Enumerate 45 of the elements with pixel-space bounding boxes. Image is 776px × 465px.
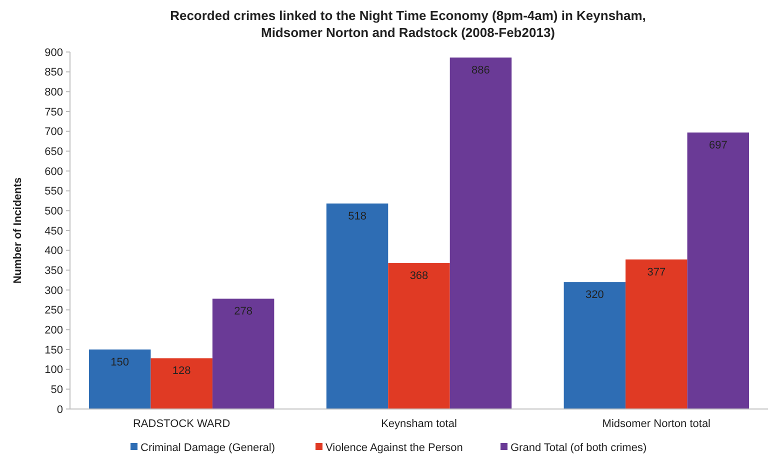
data-label: 377 xyxy=(647,266,666,278)
data-label: 128 xyxy=(172,365,191,378)
y-tick-label: 750 xyxy=(44,106,63,118)
x-tick-label: Keynsham total xyxy=(381,418,457,430)
y-tick-label: 700 xyxy=(44,126,63,138)
bar xyxy=(450,58,512,409)
data-label: 697 xyxy=(708,140,728,152)
data-label: 320 xyxy=(586,289,604,302)
bar xyxy=(687,132,750,409)
y-tick-label: 450 xyxy=(44,225,63,238)
legend-label: Criminal Damage (General) xyxy=(140,442,275,454)
chart-title: Recorded crimes linked to the Night Time Economy (8pm-4am) in Keynsham, Midsomer Norton and Radstock (2008-Feb2013) xyxy=(170,8,646,40)
y-tick-label: 350 xyxy=(44,265,63,278)
y-tick-label: 600 xyxy=(44,166,63,178)
y-tick-label: 0 xyxy=(56,404,63,416)
bar xyxy=(564,282,626,409)
y-tick-label: 500 xyxy=(44,206,63,218)
y-tick-label: 250 xyxy=(44,304,63,317)
y-tick-label: 550 xyxy=(44,186,63,198)
y-tick-label: 100 xyxy=(44,364,63,376)
data-label: 150 xyxy=(110,356,130,368)
legend-label: Grand Total (of both crimes) xyxy=(510,442,647,454)
y-tick-label: 50 xyxy=(50,384,63,396)
bar xyxy=(626,259,688,409)
bar xyxy=(88,350,151,409)
x-tick-label: RADSTOCK WARD xyxy=(132,418,230,430)
bar xyxy=(150,358,212,409)
x-tick-label: Midsomer Norton total xyxy=(602,418,711,430)
y-tick-label: 300 xyxy=(44,284,63,297)
y-tick-label: 900 xyxy=(44,46,63,59)
y-axis-title: Number of Incidents xyxy=(12,177,24,284)
y-tick-label: 650 xyxy=(44,146,63,158)
bar xyxy=(326,204,388,409)
data-label: 278 xyxy=(234,306,252,318)
data-label: 886 xyxy=(472,64,490,77)
y-tick-label: 800 xyxy=(44,86,63,99)
bar xyxy=(212,298,274,409)
legend-label: Violence Against the Person xyxy=(326,442,463,454)
data-label: 518 xyxy=(348,210,366,223)
bar xyxy=(388,263,450,409)
y-tick-label: 400 xyxy=(44,245,63,258)
data-label: 368 xyxy=(410,270,428,282)
y-tick-label: 200 xyxy=(44,324,63,337)
y-tick-label: 150 xyxy=(44,344,63,356)
y-tick-label: 850 xyxy=(44,66,63,79)
